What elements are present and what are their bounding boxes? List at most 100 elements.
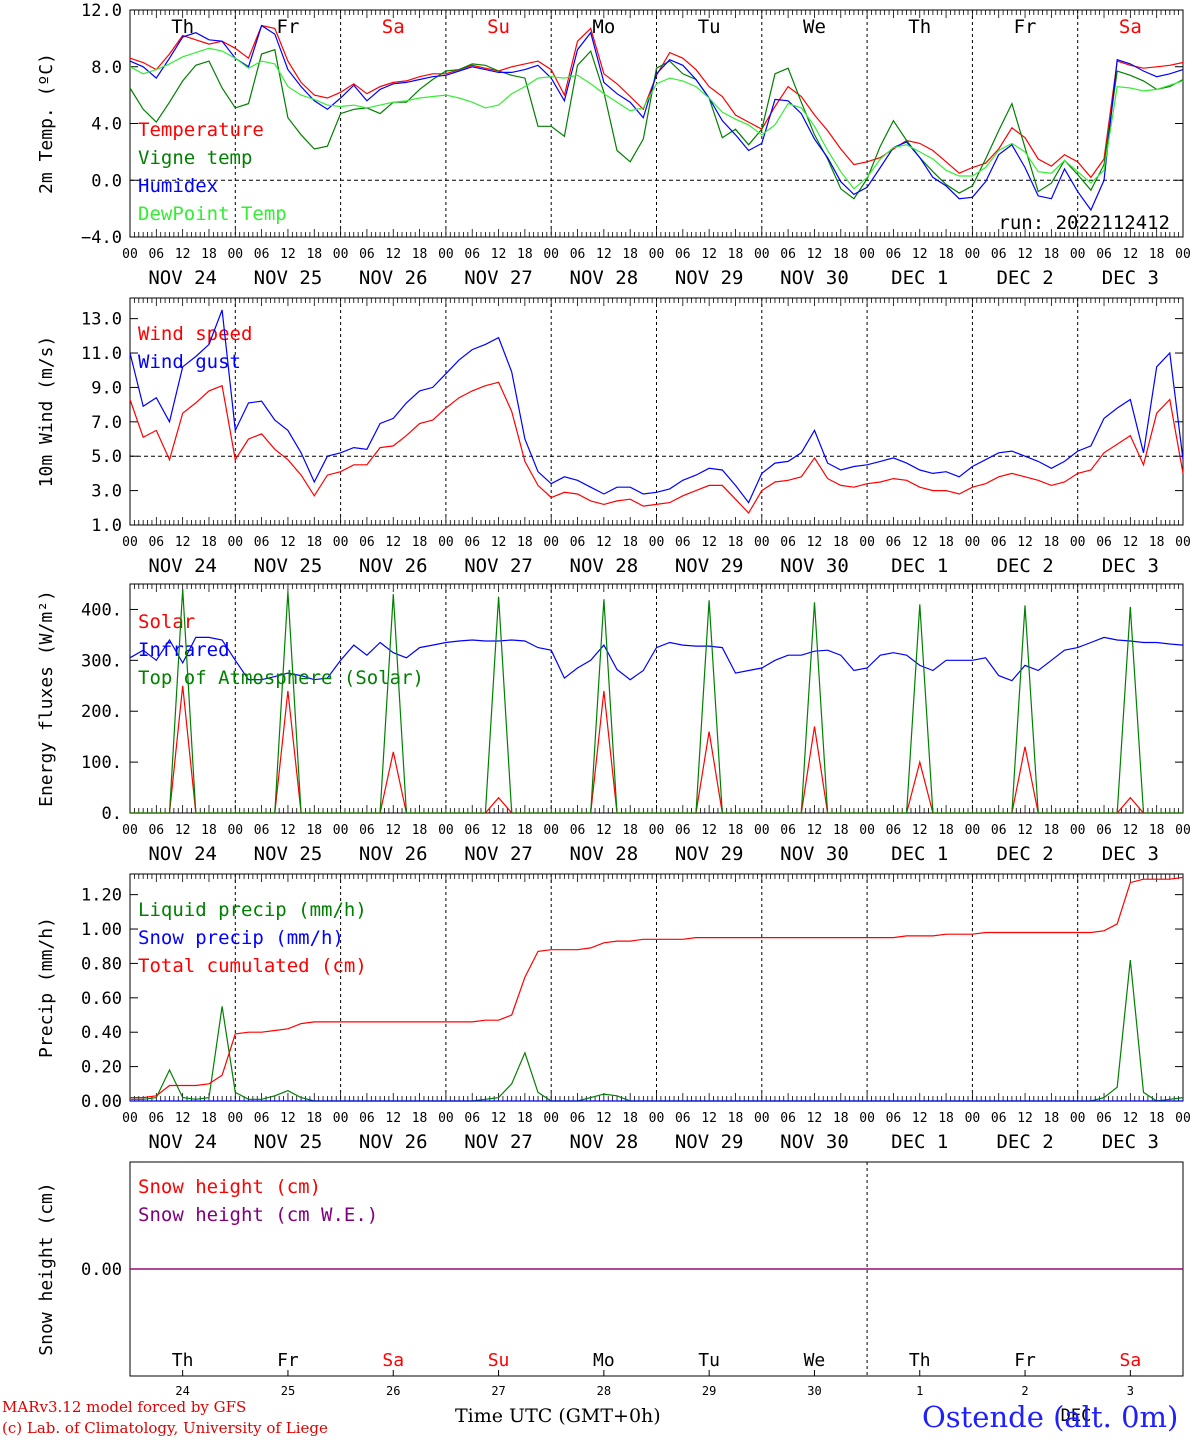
panel5-day-number: 26 [386, 1384, 400, 1398]
panel4-hour-label: 06 [886, 1111, 902, 1126]
panel4-hour-label: 12 [1017, 1111, 1033, 1126]
panel1-date-label: NOV 24 [148, 267, 217, 289]
panel3-hour-label: 18 [833, 823, 849, 838]
panel2-date-label: NOV 24 [148, 555, 217, 577]
panel1-date-label: DEC 2 [996, 267, 1053, 289]
panel5-weekday-label: Fr [277, 1350, 299, 1371]
panel1-hour-label: 12 [596, 247, 612, 262]
panel4-hour-label: 12 [807, 1111, 823, 1126]
panel2-y-tick-label: 13.0 [81, 310, 122, 330]
panel2-hour-label: 06 [675, 535, 691, 550]
panel4-hour-label: 00 [438, 1111, 454, 1126]
panel1-hour-label: 00 [859, 247, 875, 262]
panel1-hour-label: 06 [254, 247, 270, 262]
panel3-y-tick-label: 0. [102, 804, 122, 824]
panel1-hour-label: 18 [833, 247, 849, 262]
panel1-date-label: NOV 29 [675, 267, 744, 289]
panel5-day-number: 29 [702, 1384, 716, 1398]
panel4-hour-label: 12 [912, 1111, 928, 1126]
panel4-hour-label: 12 [175, 1111, 191, 1126]
credit-line-2: (c) Lab. of Climatology, University of L… [2, 1419, 328, 1437]
panel4-hour-label: 18 [833, 1111, 849, 1126]
panel3-hour-label: 12 [1017, 823, 1033, 838]
panel3-y-tick-label: 300. [81, 651, 122, 671]
panel3-hour-label: 00 [227, 823, 243, 838]
panel2-hour-label: 12 [280, 535, 296, 550]
panel3-hour-label: 00 [543, 823, 559, 838]
panel1-hour-label: 12 [701, 247, 717, 262]
panel4-y-tick-label: 0.40 [81, 1023, 122, 1043]
panel3-hour-label: 00 [965, 823, 981, 838]
panel3-hour-label: 00 [122, 823, 138, 838]
panel3-date-label: DEC 3 [1102, 843, 1159, 865]
panel2-hour-label: 18 [517, 535, 533, 550]
panel1-hour-label: 18 [201, 247, 217, 262]
panel2-hour-label: 06 [148, 535, 164, 550]
panel4-legend-entry: Total cumulated (cm) [138, 955, 367, 977]
panel1-weekday-label: Sa [1119, 16, 1142, 38]
panel1-date-label: NOV 27 [464, 267, 533, 289]
panel4-hour-label: 12 [385, 1111, 401, 1126]
panel4-y-tick-label: 0.80 [81, 954, 122, 974]
panel4-hour-label: 12 [280, 1111, 296, 1126]
panel4-hour-label: 06 [1096, 1111, 1112, 1126]
panel2-hour-label: 12 [596, 535, 612, 550]
panel3-hour-label: 00 [1175, 823, 1191, 838]
panel2-legend-entry: Wind gust [138, 351, 241, 373]
panel3-hour-label: 06 [359, 823, 375, 838]
panel1-date-label: NOV 28 [570, 267, 639, 289]
panel4-y-axis-label: Precip (mm/h) [36, 917, 57, 1058]
panel3-legend-entry: Top of Atmosphere (Solar) [138, 667, 424, 689]
panel5-weekday-label: Th [172, 1350, 194, 1371]
panel3-hour-label: 06 [570, 823, 586, 838]
panel5-day-number: 30 [807, 1384, 821, 1398]
panel3-hour-label: 18 [201, 823, 217, 838]
panel1-weekday-label: Th [908, 16, 931, 38]
panel2-hour-label: 00 [438, 535, 454, 550]
panel5-legend-entry: Snow height (cm) [138, 1176, 321, 1198]
panel2-hour-label: 00 [859, 535, 875, 550]
panel3-date-label: NOV 28 [570, 843, 639, 865]
panel3-hour-label: 18 [938, 823, 954, 838]
panel1-hour-label: 00 [227, 247, 243, 262]
panel3-hour-label: 12 [175, 823, 191, 838]
panel2-hour-label: 18 [728, 535, 744, 550]
panel1-hour-label: 00 [543, 247, 559, 262]
panel5-weekday-label: Su [488, 1350, 510, 1371]
panel4-hour-label: 18 [938, 1111, 954, 1126]
panel4-hour-label: 06 [464, 1111, 480, 1126]
panel4-date-label: DEC 3 [1102, 1131, 1159, 1153]
panel1-weekday-label: Mo [592, 16, 615, 38]
panel1-date-label: NOV 26 [359, 267, 428, 289]
panel2-hour-label: 06 [254, 535, 270, 550]
panel4-hour-label: 06 [991, 1111, 1007, 1126]
panel1-weekday-label: Fr [277, 16, 300, 38]
panel4-date-label: NOV 27 [464, 1131, 533, 1153]
panel1-weekday-label: Tu [698, 16, 721, 38]
panel4-hour-label: 00 [122, 1111, 138, 1126]
panel1-hour-label: 00 [1070, 247, 1086, 262]
panel1-series-3-line [129, 24, 1184, 212]
panel4-y-tick-label: 0.00 [81, 1092, 122, 1112]
panel2-legend-entry: Wind speed [138, 323, 252, 345]
panel3-hour-label: 18 [412, 823, 428, 838]
panel4-hour-label: 18 [1044, 1111, 1060, 1126]
panel1-hour-label: 06 [886, 247, 902, 262]
panel2-y-tick-label: 3.0 [91, 482, 122, 502]
panel3-hour-label: 06 [148, 823, 164, 838]
panel4-legend-entry: Snow precip (mm/h) [138, 927, 344, 949]
panel2-hour-label: 06 [1096, 535, 1112, 550]
panel2-hour-label: 18 [833, 535, 849, 550]
panel4-hour-label: 12 [1123, 1111, 1139, 1126]
panel4-hour-label: 12 [701, 1111, 717, 1126]
panel2-hour-label: 12 [701, 535, 717, 550]
panel1-hour-label: 12 [1123, 247, 1139, 262]
panel3-hour-label: 00 [859, 823, 875, 838]
panel4-date-label: DEC 1 [891, 1131, 948, 1153]
panel3-date-label: NOV 29 [675, 843, 744, 865]
panel1-hour-label: 12 [280, 247, 296, 262]
panel3-hour-label: 18 [306, 823, 322, 838]
panel4-y-tick-label: 0.20 [81, 1058, 122, 1078]
panel1-hour-label: 12 [807, 247, 823, 262]
panel3-hour-label: 12 [701, 823, 717, 838]
